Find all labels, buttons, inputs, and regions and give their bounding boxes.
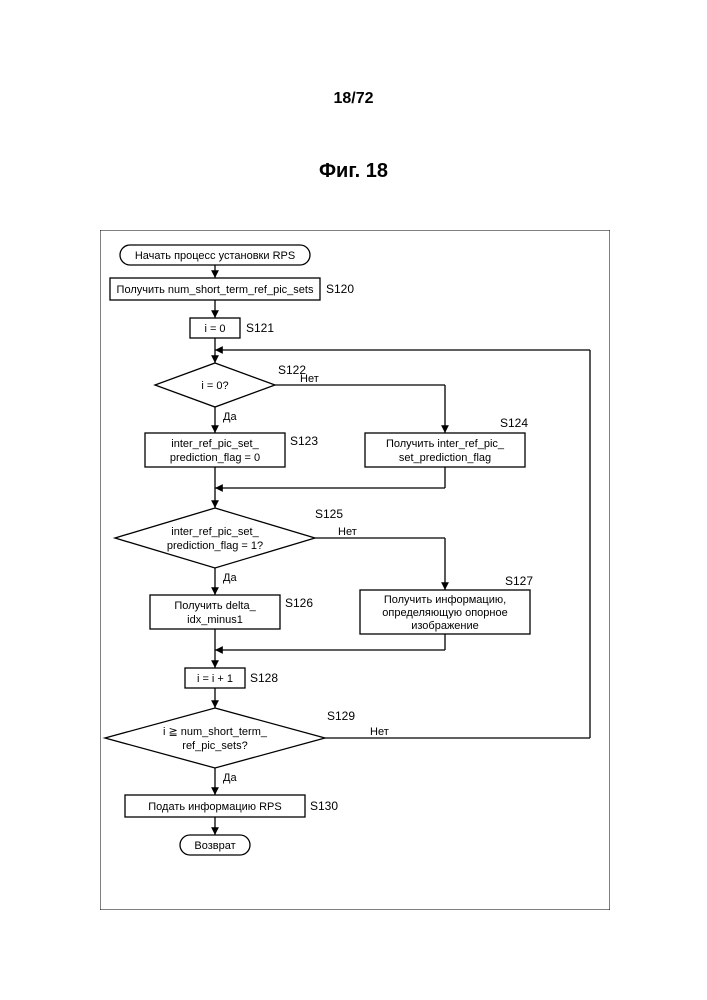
node-s125: inter_ref_pic_set_ prediction_flag = 1? … — [115, 507, 343, 568]
node-s121: i = 0 S121 — [190, 318, 274, 338]
node-s129: i ≧ num_short_term_ ref_pic_sets? S129 — [105, 708, 355, 768]
svg-text:S120: S120 — [326, 282, 354, 296]
svg-text:i = i + 1: i = i + 1 — [197, 673, 233, 685]
branch-no: Нет — [370, 726, 389, 738]
svg-text:i ≧ num_short_term_: i ≧ num_short_term_ — [163, 726, 268, 738]
svg-text:S130: S130 — [310, 799, 338, 813]
svg-text:Получить inter_ref_pic_: Получить inter_ref_pic_ — [386, 438, 505, 450]
node-return: Возврат — [180, 835, 250, 855]
svg-text:Подать информацию RPS: Подать информацию RPS — [148, 801, 281, 813]
svg-text:inter_ref_pic_set_: inter_ref_pic_set_ — [171, 438, 259, 450]
node-s128: i = i + 1 S128 — [185, 668, 278, 688]
node-s126: Получить delta_ idx_minus1 S126 — [150, 595, 313, 629]
svg-text:prediction_flag = 1?: prediction_flag = 1? — [167, 540, 263, 552]
svg-text:S129: S129 — [327, 709, 355, 723]
svg-text:S125: S125 — [315, 507, 343, 521]
svg-text:S121: S121 — [246, 321, 274, 335]
svg-text:S126: S126 — [285, 596, 313, 610]
branch-yes: Да — [223, 772, 237, 784]
svg-text:S128: S128 — [250, 671, 278, 685]
branch-yes: Да — [223, 411, 237, 423]
svg-text:Получить delta_: Получить delta_ — [174, 600, 256, 612]
svg-text:S124: S124 — [500, 416, 528, 430]
svg-text:i = 0: i = 0 — [204, 323, 225, 335]
flowchart: Начать процесс установки RPS Получить nu… — [100, 230, 610, 910]
svg-text:ref_pic_sets?: ref_pic_sets? — [182, 740, 247, 752]
page-number: 18/72 — [333, 90, 373, 108]
branch-yes: Да — [223, 572, 237, 584]
branch-no: Нет — [300, 373, 319, 385]
svg-text:S123: S123 — [290, 434, 318, 448]
node-s130: Подать информацию RPS S130 — [125, 795, 338, 817]
node-s123: inter_ref_pic_set_ prediction_flag = 0 S… — [145, 433, 318, 467]
svg-text:Возврат: Возврат — [194, 840, 235, 852]
figure-title: Фиг. 18 — [319, 160, 388, 183]
svg-text:i = 0?: i = 0? — [201, 380, 228, 392]
svg-text:inter_ref_pic_set_: inter_ref_pic_set_ — [171, 526, 259, 538]
svg-text:set_prediction_flag: set_prediction_flag — [399, 452, 491, 464]
node-start: Начать процесс установки RPS — [120, 245, 310, 265]
svg-text:Получить num_short_term_ref_pi: Получить num_short_term_ref_pic_sets — [117, 284, 314, 296]
svg-text:S127: S127 — [505, 574, 533, 588]
node-s120: Получить num_short_term_ref_pic_sets S12… — [110, 278, 354, 300]
svg-text:изображение: изображение — [411, 620, 479, 632]
svg-text:Начать процесс установки RPS: Начать процесс установки RPS — [135, 250, 295, 262]
node-s124: Получить inter_ref_pic_ set_prediction_f… — [365, 416, 528, 467]
svg-text:определяющую опорное: определяющую опорное — [382, 607, 507, 619]
svg-text:Получить информацию,: Получить информацию, — [384, 594, 506, 606]
node-s127: Получить информацию, определяющую опорно… — [360, 574, 533, 634]
svg-text:prediction_flag = 0: prediction_flag = 0 — [170, 452, 260, 464]
svg-text:idx_minus1: idx_minus1 — [187, 614, 243, 626]
branch-no: Нет — [338, 526, 357, 538]
